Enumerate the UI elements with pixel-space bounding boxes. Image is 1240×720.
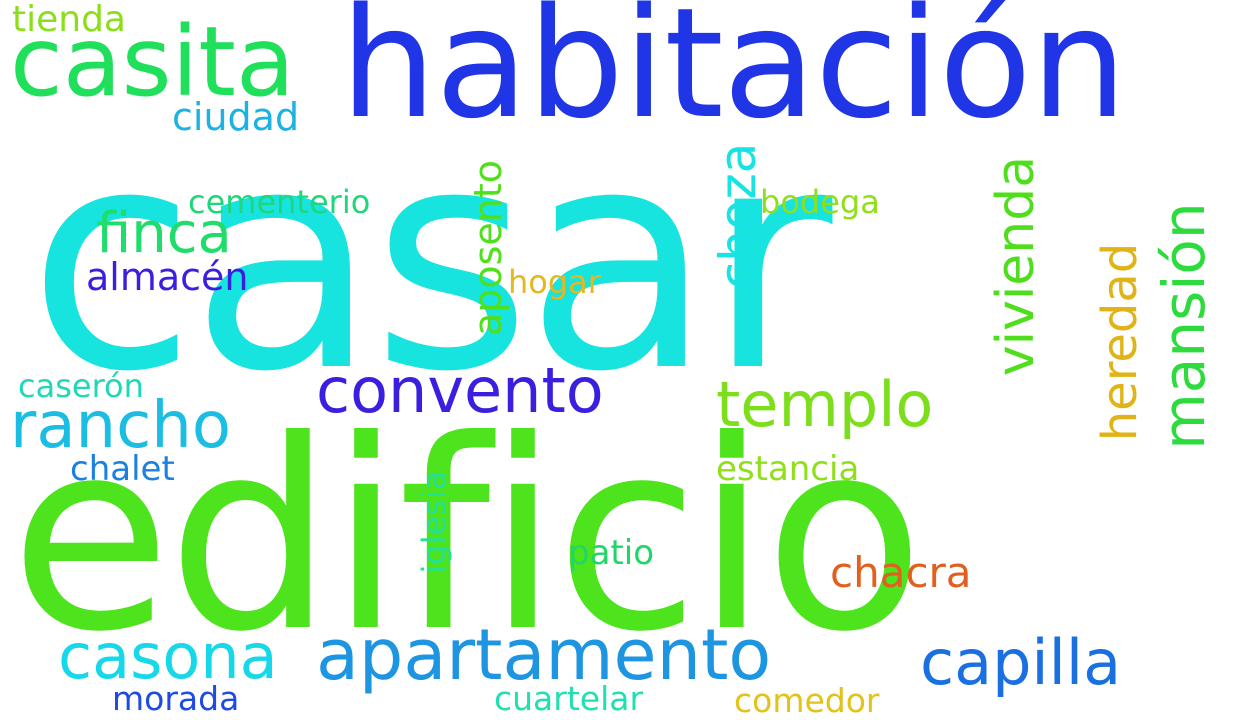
word-templo: templo <box>716 368 934 441</box>
word-morada: morada <box>112 679 240 718</box>
word-ciudad: ciudad <box>172 95 300 139</box>
word-estancia: estancia <box>716 449 860 489</box>
word-choza: choza <box>709 142 767 290</box>
word-bodega: bodega <box>760 183 880 221</box>
word-mansion: mansión <box>1150 202 1218 450</box>
word-iglesia: iglesia <box>415 470 453 574</box>
word-cuartelar: cuartelar <box>494 679 644 718</box>
word-tienda: tienda <box>12 0 126 40</box>
word-caseron: caserón <box>18 367 144 405</box>
word-almacen: almacén <box>86 255 249 299</box>
word-casar: casar <box>28 83 833 439</box>
word-edificio: edificio <box>10 384 924 689</box>
word-casona: casona <box>58 620 278 693</box>
word-habitacion: habitación <box>340 0 1127 152</box>
word-casita: casita <box>10 6 295 118</box>
word-chalet: chalet <box>70 449 175 489</box>
word-aposento: aposento <box>466 159 510 337</box>
word-vivienda: vivienda <box>986 155 1046 377</box>
word-comedor: comedor <box>734 681 880 720</box>
word-apartamento: apartamento <box>316 614 772 696</box>
word-cementerio: cementerio <box>188 183 371 221</box>
word-finca: finca <box>96 201 232 266</box>
word-patio: patio <box>568 533 654 573</box>
word-hogar: hogar <box>508 263 601 301</box>
word-capilla: capilla <box>920 626 1122 699</box>
word-rancho: rancho <box>10 389 231 463</box>
word-chacra: chacra <box>830 548 972 597</box>
word-convento: convento <box>316 354 604 427</box>
word-heredad: heredad <box>1092 242 1148 442</box>
